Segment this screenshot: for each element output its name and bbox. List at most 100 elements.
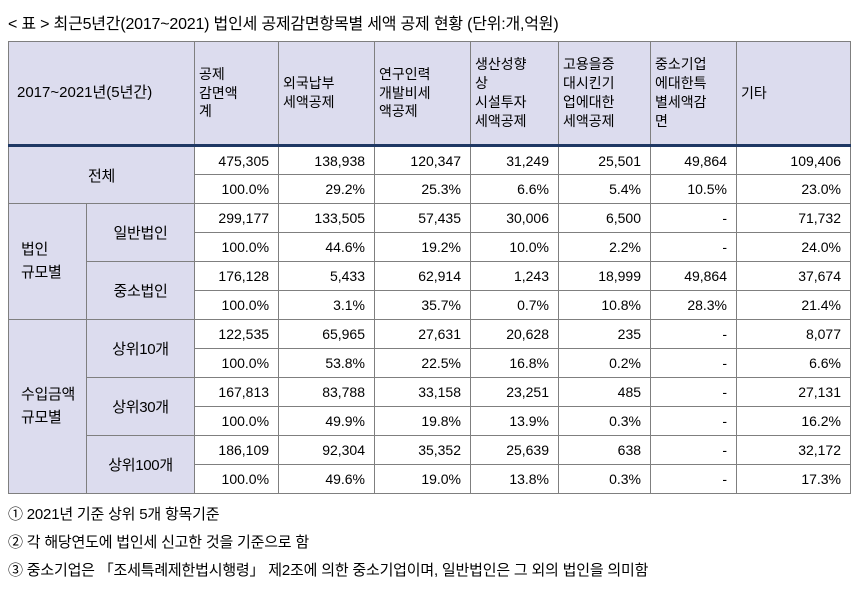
column-header-employment: 고용을증 대시킨기 업에대한 세액공제 [558,41,652,147]
data-cell: 485 [558,377,652,407]
pct-cell: 35.7% [374,290,472,320]
column-header-sme: 중소기업 에대한특 별세액감 면 [650,41,738,147]
tax-credit-table: 2017~2021년(5년간) 공제 감면액 계 외국납부 세액공제 연구인력 … [7,41,852,494]
table-row-total-pct: 100.0% 29.2% 25.3% 6.6% 5.4% 10.5% 23.0% [9,174,852,204]
pct-cell: 21.4% [736,290,852,320]
table-row-sme-values: 중소법인 176,128 5,433 62,914 1,243 18,999 4… [9,261,852,320]
pct-cell: 6.6% [736,348,852,378]
pct-cell: 44.6% [278,232,376,262]
group-label-corp-size: 법인 규모별 [8,203,87,320]
pct-cell: 100.0% [194,174,280,204]
pct-cell: 10.0% [470,232,560,262]
row-label-top30: 상위30개 [85,377,196,436]
data-cell: 83,788 [278,377,376,407]
data-cell: - [650,435,738,465]
data-cell: 33,158 [374,377,472,407]
data-cell: 31,249 [470,145,560,175]
data-cell: 27,131 [736,377,852,407]
pct-cell: 29.2% [278,174,376,204]
pct-cell: 23.0% [736,174,852,204]
data-cell: 25,501 [558,145,652,175]
pct-cell: 0.3% [558,464,652,494]
pct-cell: 22.5% [374,348,472,378]
pct-cell: 6.6% [470,174,560,204]
pct-cell: 13.9% [470,406,560,436]
pct-cell: 0.7% [470,290,560,320]
footnote-3: ③ 중소기업은 「조세특례제한법시행령」 제2조에 의한 중소기업이며, 일반법… [8,562,649,579]
pct-cell: 24.0% [736,232,852,262]
pct-cell: 49.9% [278,406,376,436]
data-cell: 27,631 [374,319,472,349]
data-cell: 1,243 [470,261,560,291]
data-cell: 20,628 [470,319,560,349]
data-cell: 25,639 [470,435,560,465]
pct-cell: 49.6% [278,464,376,494]
data-cell: 62,914 [374,261,472,291]
data-cell: 8,077 [736,319,852,349]
pct-cell: - [650,348,738,378]
table-row-top30-values: 상위30개 167,813 83,788 33,158 23,251 485 -… [9,377,852,436]
pct-cell: - [650,406,738,436]
corner-header: 2017~2021년(5년간) [7,41,196,147]
data-cell: - [650,319,738,349]
data-cell: 35,352 [374,435,472,465]
pct-cell: 16.8% [470,348,560,378]
pct-cell: 28.3% [650,290,738,320]
pct-cell: 25.3% [374,174,472,204]
table-row-top100-values: 상위100개 186,109 92,304 35,352 25,639 638 … [9,435,852,494]
row-label-top100: 상위100개 [85,435,196,494]
table-row-sme-pct: 100.0% 3.1% 35.7% 0.7% 10.8% 28.3% 21.4% [9,290,852,320]
pct-cell: 100.0% [194,290,280,320]
data-cell: 109,406 [736,145,852,175]
pct-cell: 19.0% [374,464,472,494]
pct-cell: 100.0% [194,406,280,436]
pct-cell: 5.4% [558,174,652,204]
pct-cell: 2.2% [558,232,652,262]
row-label-top10: 상위10개 [85,319,196,378]
pct-cell: 100.0% [194,464,280,494]
data-cell: 18,999 [558,261,652,291]
data-cell: 49,864 [650,145,738,175]
data-cell: 638 [558,435,652,465]
data-cell: 475,305 [194,145,280,175]
data-cell: 235 [558,319,652,349]
table-row-top10-pct: 100.0% 53.8% 22.5% 16.8% 0.2% - 6.6% [9,348,852,378]
data-cell: - [650,203,738,233]
data-cell: 167,813 [194,377,280,407]
data-cell: 23,251 [470,377,560,407]
pct-cell: 17.3% [736,464,852,494]
pct-cell: 13.8% [470,464,560,494]
data-cell: - [650,377,738,407]
column-header-etc: 기타 [736,41,852,147]
header-row: 2017~2021년(5년간) 공제 감면액 계 외국납부 세액공제 연구인력 … [7,41,852,147]
data-cell: 176,128 [194,261,280,291]
table-row-general-values: 법인 규모별 일반법인 299,177 133,505 57,435 30,00… [8,203,852,320]
table-row-total-values: 전체 475,305 138,938 120,347 31,249 25,501… [7,145,852,204]
row-label-general: 일반법인 [85,203,196,262]
data-cell: 299,177 [194,203,280,233]
data-cell: 92,304 [278,435,376,465]
column-header-total: 공제 감면액 계 [194,41,280,147]
data-cell: 120,347 [374,145,472,175]
data-cell: 186,109 [194,435,280,465]
pct-cell: 19.8% [374,406,472,436]
data-cell: 49,864 [650,261,738,291]
footnote-1: ① 2021년 기준 상위 5개 항목기준 [8,506,220,523]
pct-cell: 19.2% [374,232,472,262]
data-cell: 5,433 [278,261,376,291]
data-cell: 65,965 [278,319,376,349]
data-cell: 57,435 [374,203,472,233]
table-row-top10-values: 수입금액 규모별 상위10개 122,535 65,965 27,631 20,… [8,319,852,494]
table-row-top100-pct: 100.0% 49.6% 19.0% 13.8% 0.3% - 17.3% [9,464,852,494]
row-label-total: 전체 [7,145,196,204]
data-cell: 133,505 [278,203,376,233]
data-cell: 138,938 [278,145,376,175]
pct-cell: - [650,464,738,494]
data-cell: 122,535 [194,319,280,349]
data-cell: 37,674 [736,261,852,291]
pct-cell: 53.8% [278,348,376,378]
data-cell: 6,500 [558,203,652,233]
footnotes: ① 2021년 기준 상위 5개 항목기준 ② 각 해당연도에 법인세 신고한 … [8,503,850,580]
column-header-productivity: 생산성향 상 시설투자 세액공제 [470,41,560,147]
